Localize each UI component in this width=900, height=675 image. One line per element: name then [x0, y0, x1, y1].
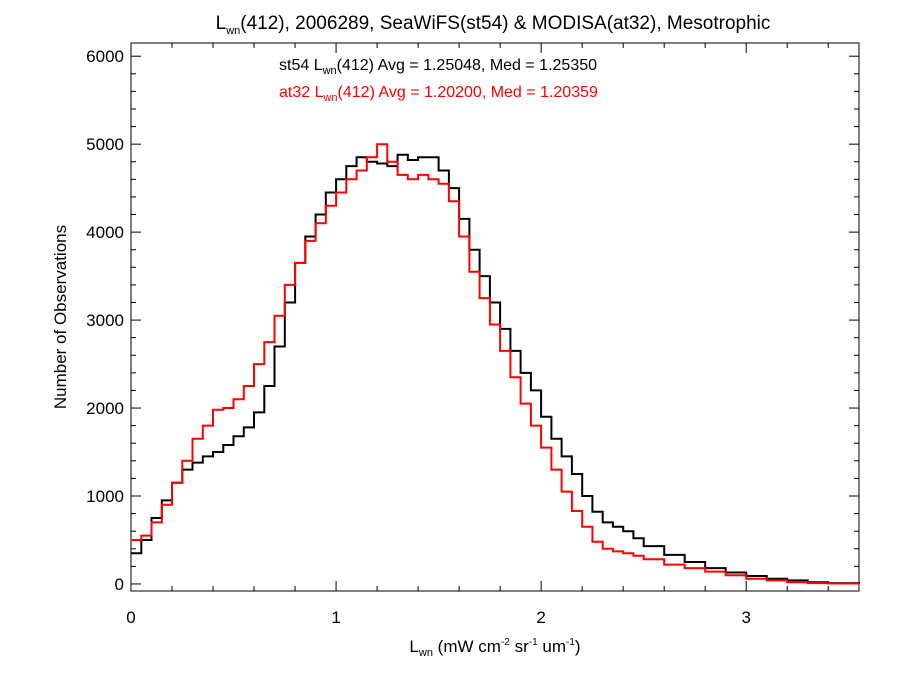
y-tick-label: 0 [115, 575, 124, 594]
y-tick-label: 4000 [86, 223, 124, 242]
x-axis-ticks: 0 1 2 3 [126, 43, 829, 627]
x-tick-label: 2 [536, 608, 545, 627]
y-tick-label: 2000 [86, 399, 124, 418]
series-st54-line [131, 153, 860, 585]
annotation-st54: st54 Lwn(412) Avg = 1.25048, Med = 1.253… [279, 57, 597, 77]
x-tick-label: 3 [741, 608, 750, 627]
y-tick-label: 6000 [86, 47, 124, 66]
x-axis-label: Lwn (mW cm-2 sr-1 um-1) [409, 637, 580, 659]
y-axis-ticks: 0 1000 2000 3000 4000 5000 6000 [86, 47, 859, 594]
y-tick-label: 5000 [86, 135, 124, 154]
y-axis-label: Number of Observations [51, 225, 70, 409]
y-tick-label: 3000 [86, 311, 124, 330]
plot-frame [130, 42, 860, 592]
series-at32-line [131, 143, 859, 585]
annotation-at32: at32 Lwn(412) Avg = 1.20200, Med = 1.203… [279, 84, 598, 104]
series-layer [131, 143, 860, 585]
x-tick-label: 0 [126, 608, 135, 627]
x-tick-label: 1 [331, 608, 340, 627]
y-tick-label: 1000 [86, 487, 124, 506]
chart-title: Lwn(412), 2006289, SeaWiFS(st54) & MODIS… [216, 13, 771, 37]
